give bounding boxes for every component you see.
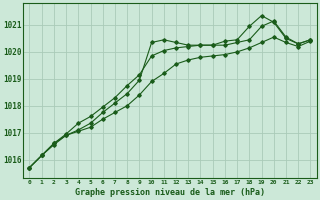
X-axis label: Graphe pression niveau de la mer (hPa): Graphe pression niveau de la mer (hPa) bbox=[75, 188, 265, 197]
